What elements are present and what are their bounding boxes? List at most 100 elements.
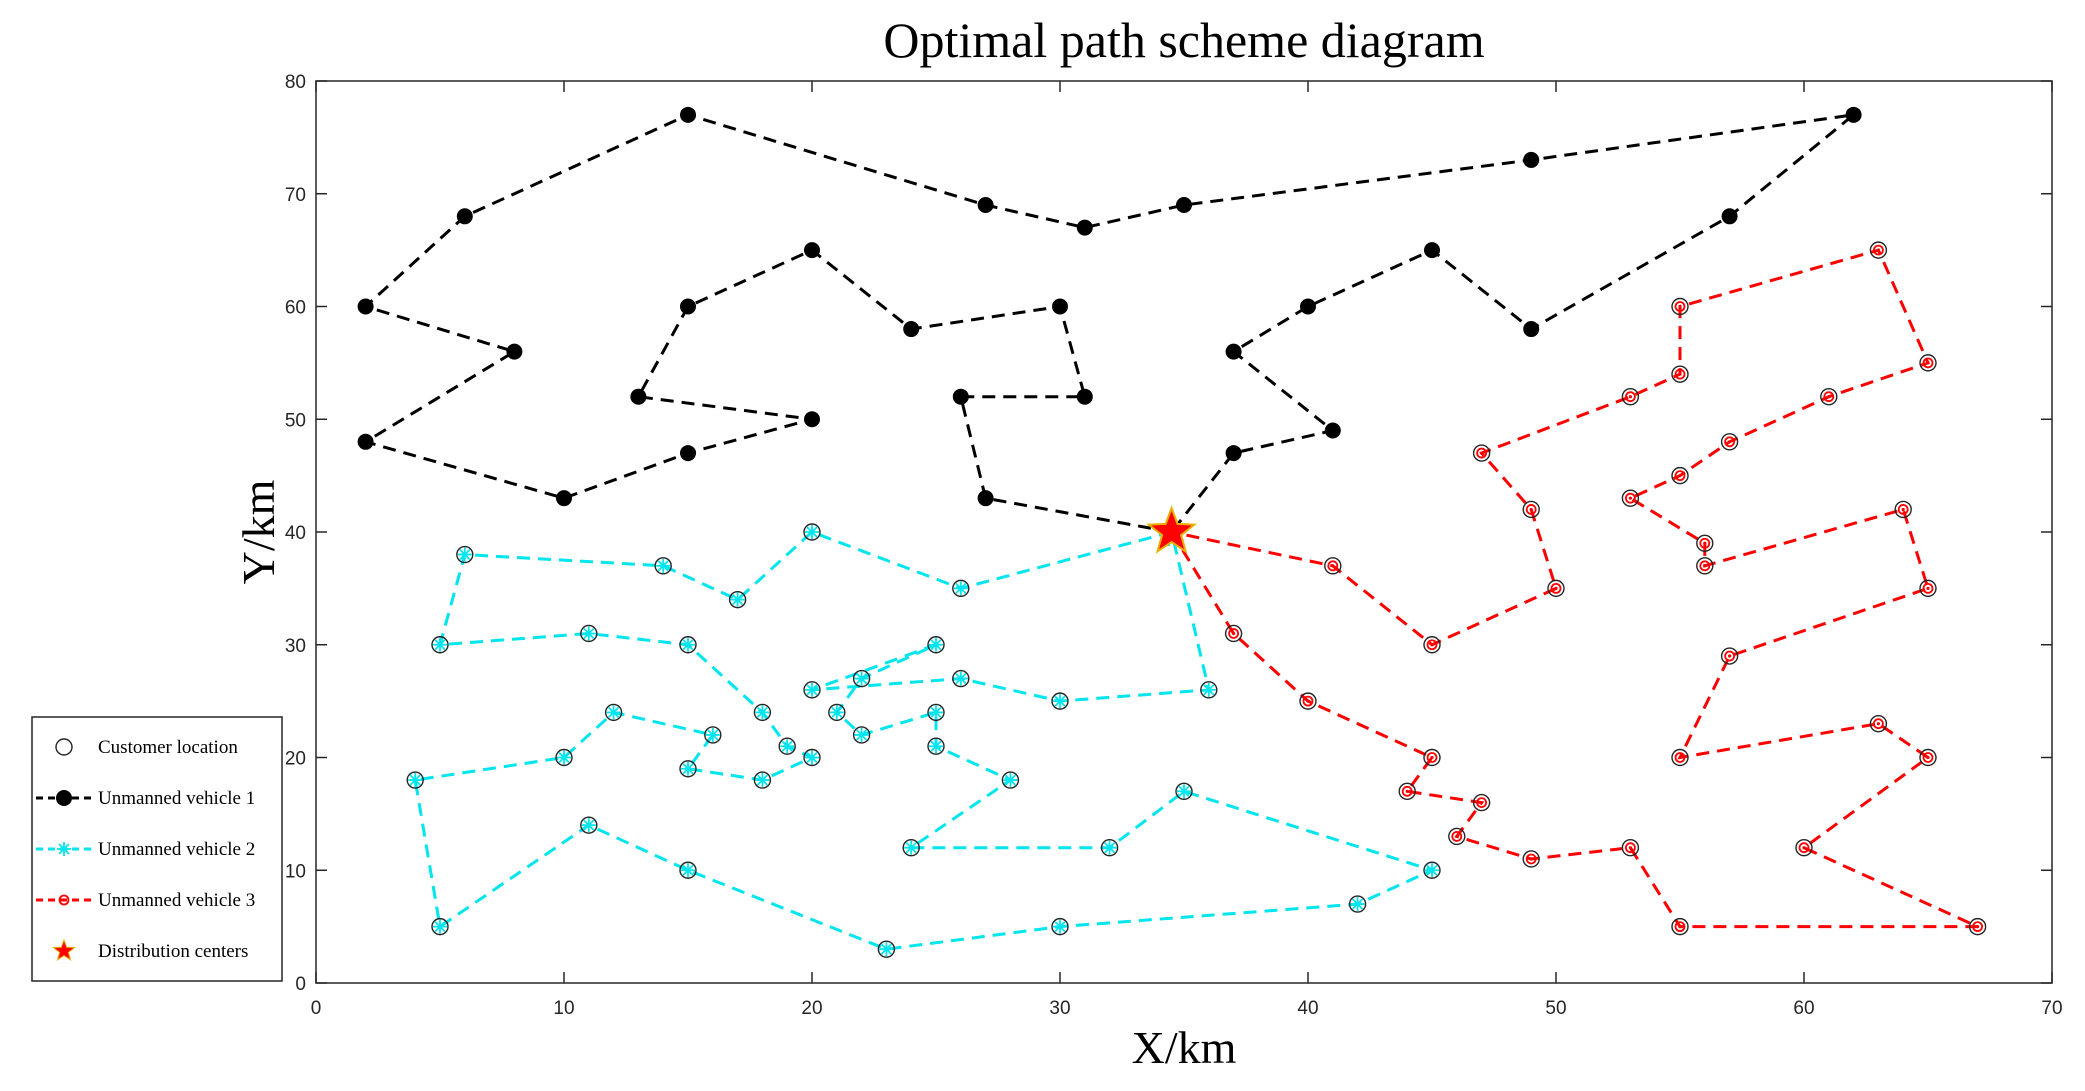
customer-location-marker <box>927 703 945 722</box>
route-point <box>557 750 571 765</box>
route-point <box>1721 208 1738 225</box>
route-point <box>433 919 447 934</box>
route-point <box>1425 863 1439 878</box>
y-axis-label: Y/km <box>233 479 284 584</box>
route-point <box>1225 445 1242 462</box>
route-point-core <box>1678 474 1682 478</box>
route-point-core <box>1876 248 1880 252</box>
route-point <box>1102 840 1117 855</box>
route-line <box>1170 248 1979 929</box>
customer-location-marker <box>927 636 945 654</box>
route-point <box>1873 718 1884 730</box>
route-point-core <box>1430 755 1434 760</box>
customer-location-marker <box>1919 579 1937 598</box>
route-point <box>1823 391 1835 403</box>
customer-location-marker <box>803 748 821 767</box>
route-point <box>433 637 447 652</box>
customer-location-marker <box>877 940 896 958</box>
customer-location-marker <box>555 748 573 767</box>
route-point <box>1401 785 1413 797</box>
route-point <box>952 388 969 405</box>
route-point <box>1302 695 1314 707</box>
series-layer <box>357 106 1987 958</box>
customer-location-marker <box>1795 839 1813 857</box>
route-point <box>1523 321 1540 338</box>
customer-location-marker <box>1621 489 1640 507</box>
route-point <box>1922 582 1934 594</box>
legend-label: Unmanned vehicle 1 <box>98 788 255 809</box>
customer-location-marker <box>1696 534 1714 552</box>
customer-location-marker <box>704 726 722 744</box>
route-point <box>1176 197 1192 214</box>
customer-location-marker <box>1968 917 1987 936</box>
customer-location-marker <box>1894 500 1912 519</box>
axis-ticks: 0 10 20 30 40 50 60 70 0 10 20 30 40 50 60 70 80 <box>285 72 2063 1019</box>
route-point-core <box>62 898 66 902</box>
route-point-core <box>1455 834 1459 839</box>
route-point <box>1699 560 1711 572</box>
x-tick-label: 0 <box>311 998 322 1019</box>
route-point <box>656 558 671 573</box>
x-tick-label: 50 <box>1545 998 1566 1019</box>
customer-location-marker <box>1547 579 1565 598</box>
route-point <box>581 626 596 641</box>
route-point <box>1897 504 1909 515</box>
customer-location-marker <box>1423 636 1441 654</box>
route-point <box>1426 752 1438 763</box>
route-point <box>854 727 869 742</box>
route-point-core <box>1926 586 1930 590</box>
route-point <box>1873 244 1884 256</box>
route-point <box>1053 919 1067 934</box>
customer-location-marker <box>1100 839 1119 857</box>
legend: Customer location Unmanned vehicle 1 Unman… <box>31 716 283 982</box>
route-point <box>1922 752 1934 763</box>
depot-layer <box>1146 505 1198 554</box>
customer-location-marker <box>1919 354 1937 372</box>
customer-location-marker <box>1869 241 1888 259</box>
route-point <box>929 705 943 720</box>
route-point <box>680 445 696 462</box>
legend-item: Distribution centers <box>52 938 248 962</box>
route-point-core <box>1976 925 1980 929</box>
route-point <box>805 750 819 765</box>
x-tick-label: 30 <box>1049 998 1070 1019</box>
route-point <box>681 761 695 776</box>
route-point <box>1523 151 1540 168</box>
customer-location-marker <box>580 624 598 643</box>
route-point <box>1053 694 1067 709</box>
route-point-core <box>1628 395 1632 399</box>
route-point <box>805 525 819 539</box>
route-point <box>1845 106 1862 123</box>
route-line <box>361 112 1859 534</box>
legend-item: Unmanned vehicle 3 <box>36 890 255 911</box>
route-point-core <box>1678 925 1682 929</box>
route-point <box>58 894 70 906</box>
route-point <box>1724 650 1735 662</box>
customer-location-marker <box>1621 839 1640 857</box>
route-point <box>804 242 820 259</box>
route-point-core <box>1430 643 1434 647</box>
route-point-core <box>1306 699 1310 703</box>
y-tick-label: 30 <box>285 636 306 657</box>
route-point <box>1300 298 1316 315</box>
route-point <box>1451 831 1463 842</box>
customer-location-marker <box>431 917 449 936</box>
route-point <box>1052 298 1068 315</box>
customer-location-marker <box>1051 692 1069 710</box>
x-tick-label: 40 <box>1297 998 1318 1019</box>
route-point <box>606 705 621 720</box>
route-point <box>1228 628 1239 639</box>
route-point <box>1525 853 1537 865</box>
route-point-core <box>1678 372 1682 376</box>
route-point <box>705 727 720 742</box>
series-vehicle-2 <box>406 523 1441 958</box>
route-point <box>1674 921 1686 933</box>
customer-location-marker <box>1720 433 1739 451</box>
customer-location-marker <box>728 590 747 609</box>
customer-location-marker <box>1423 748 1441 767</box>
route-point-core <box>1728 440 1732 444</box>
customer-location-marker <box>778 737 796 755</box>
route-point <box>829 705 844 720</box>
customer-location-marker <box>1472 793 1491 812</box>
